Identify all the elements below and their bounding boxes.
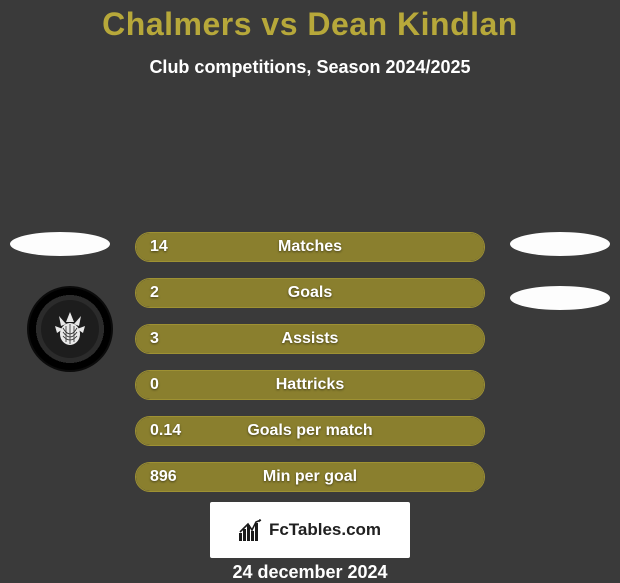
fctables-logo-icon bbox=[239, 519, 263, 541]
stat-value: 14 bbox=[150, 238, 168, 256]
fctables-label: FcTables.com bbox=[269, 520, 381, 540]
stat-bars: 14Matches 2Goals 3Assists 0Hattricks 0.14Goa… bbox=[135, 232, 485, 508]
stat-value: 896 bbox=[150, 468, 177, 486]
comparison-stage: 14Matches 2Goals 3Assists 0Hattricks 0.14Goa… bbox=[0, 108, 620, 488]
stat-value: 3 bbox=[150, 330, 159, 348]
player-left-shirt-placeholder bbox=[10, 232, 110, 256]
player-right-shirt-placeholder-1 bbox=[510, 232, 610, 256]
stat-bar-fill bbox=[136, 279, 484, 307]
stat-value: 0 bbox=[150, 376, 159, 394]
fctables-watermark: FcTables.com bbox=[210, 502, 410, 558]
club-badge bbox=[27, 286, 113, 372]
stat-value: 0.14 bbox=[150, 422, 181, 440]
player-right-shirt-placeholder-2 bbox=[510, 286, 610, 310]
stat-bar-fill bbox=[136, 463, 484, 491]
stat-bar: 0Hattricks bbox=[135, 370, 485, 400]
thistle-icon bbox=[49, 308, 91, 350]
stat-bar-fill bbox=[136, 371, 484, 399]
stat-bar: 14Matches bbox=[135, 232, 485, 262]
stat-bar: 2Goals bbox=[135, 278, 485, 308]
stat-value: 2 bbox=[150, 284, 159, 302]
page-subtitle: Club competitions, Season 2024/2025 bbox=[0, 57, 620, 78]
stat-bar-fill bbox=[136, 233, 484, 261]
stat-bar: 896Min per goal bbox=[135, 462, 485, 492]
stat-bar-fill bbox=[136, 417, 484, 445]
page-title: Chalmers vs Dean Kindlan bbox=[0, 0, 620, 43]
stat-bar: 3Assists bbox=[135, 324, 485, 354]
stat-bar: 0.14Goals per match bbox=[135, 416, 485, 446]
club-badge-inner bbox=[41, 300, 99, 358]
stat-bar-fill bbox=[136, 325, 484, 353]
